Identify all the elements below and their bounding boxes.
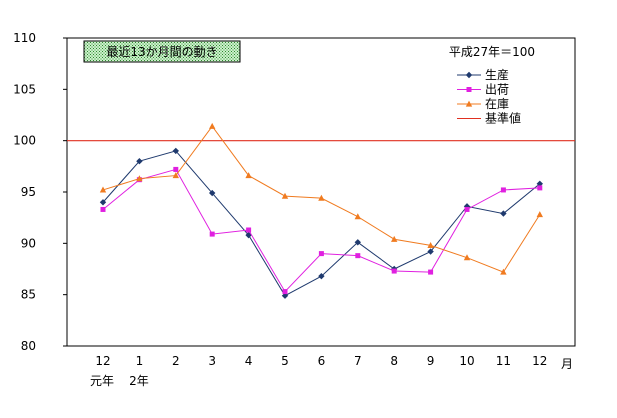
data-point bbox=[536, 211, 543, 218]
data-point bbox=[282, 289, 288, 295]
legend-item: 基準値 bbox=[457, 111, 521, 126]
year-label-first: 元年 bbox=[90, 374, 114, 388]
y-tick-label: 110 bbox=[13, 31, 36, 45]
data-point bbox=[427, 248, 434, 255]
data-point bbox=[427, 241, 434, 248]
legend-marker bbox=[465, 100, 473, 107]
y-axis: 80 85 90 95 100 105 110 bbox=[13, 31, 67, 353]
series-layer bbox=[99, 122, 543, 299]
data-point bbox=[391, 268, 397, 274]
y-tick-label: 95 bbox=[21, 185, 36, 199]
data-point bbox=[318, 194, 325, 201]
data-point bbox=[281, 292, 289, 299]
data-point bbox=[99, 199, 107, 206]
legend-label: 生産 bbox=[485, 67, 509, 82]
legend-label: 在庫 bbox=[485, 97, 509, 111]
x-tick-label: 4 bbox=[245, 354, 253, 368]
data-point bbox=[136, 175, 143, 182]
data-point bbox=[172, 147, 179, 155]
legend-marker bbox=[465, 71, 473, 79]
x-tick-label: 1 bbox=[136, 354, 144, 368]
chart-title-box: 最近13か月間の動き bbox=[83, 40, 241, 63]
x-tick-label: 6 bbox=[318, 354, 326, 368]
data-point bbox=[318, 272, 325, 280]
y-tick-label: 80 bbox=[21, 339, 36, 353]
legend-marker bbox=[466, 87, 472, 92]
year-label-second: 2年 bbox=[129, 374, 149, 388]
series-triangle bbox=[99, 122, 543, 275]
data-point bbox=[464, 206, 470, 212]
data-point bbox=[500, 187, 506, 193]
data-point bbox=[354, 239, 361, 246]
data-point bbox=[463, 254, 471, 261]
x-tick-label: 10 bbox=[459, 354, 474, 368]
data-point bbox=[500, 268, 507, 275]
data-point bbox=[209, 231, 215, 237]
legend-item: 在庫 bbox=[457, 97, 509, 111]
legend-label: 出荷 bbox=[485, 83, 509, 97]
x-tick-label: 8 bbox=[390, 354, 398, 368]
x-tick-label: 9 bbox=[427, 354, 435, 368]
x-tick-label: 3 bbox=[208, 354, 216, 368]
data-point bbox=[355, 253, 361, 259]
data-point bbox=[391, 235, 398, 242]
data-point bbox=[173, 166, 179, 172]
data-point bbox=[209, 189, 216, 197]
y-tick-label: 85 bbox=[21, 288, 36, 302]
data-point bbox=[354, 213, 361, 220]
data-point bbox=[536, 180, 543, 187]
y-tick-label: 100 bbox=[13, 134, 36, 148]
x-tick-label: 12 bbox=[95, 354, 110, 368]
x-tick-label: 7 bbox=[354, 354, 362, 368]
x-tick-label: 5 bbox=[281, 354, 289, 368]
data-point bbox=[428, 269, 434, 275]
y-tick-label: 105 bbox=[13, 82, 36, 96]
series-diamond bbox=[99, 147, 543, 299]
x-unit-label: 月 bbox=[561, 357, 573, 371]
y-tick-label: 90 bbox=[21, 236, 36, 250]
legend-label: 基準値 bbox=[485, 111, 521, 126]
legend-item: 出荷 bbox=[457, 83, 509, 97]
data-point bbox=[99, 186, 107, 193]
data-point bbox=[246, 227, 252, 233]
base-year-note: 平成27年＝100 bbox=[449, 45, 535, 59]
data-point bbox=[500, 210, 507, 217]
data-point bbox=[537, 185, 543, 191]
x-tick-label: 12 bbox=[532, 354, 547, 368]
data-point bbox=[172, 172, 179, 179]
data-point bbox=[318, 251, 324, 257]
x-tick-label: 2 bbox=[172, 354, 180, 368]
legend-item: 生産 bbox=[457, 67, 509, 82]
x-axis: 12 1 2 3 4 5 6 7 8 9 10 11 12 bbox=[95, 354, 547, 368]
data-point bbox=[245, 172, 252, 179]
title-box-background bbox=[83, 40, 241, 63]
data-point bbox=[281, 192, 289, 199]
x-tick-label: 11 bbox=[496, 354, 511, 368]
data-point bbox=[209, 122, 216, 129]
chart-title: 最近13か月間の動き bbox=[106, 45, 217, 59]
data-point bbox=[136, 158, 143, 165]
plot-area bbox=[66, 37, 576, 347]
data-point bbox=[100, 206, 106, 212]
